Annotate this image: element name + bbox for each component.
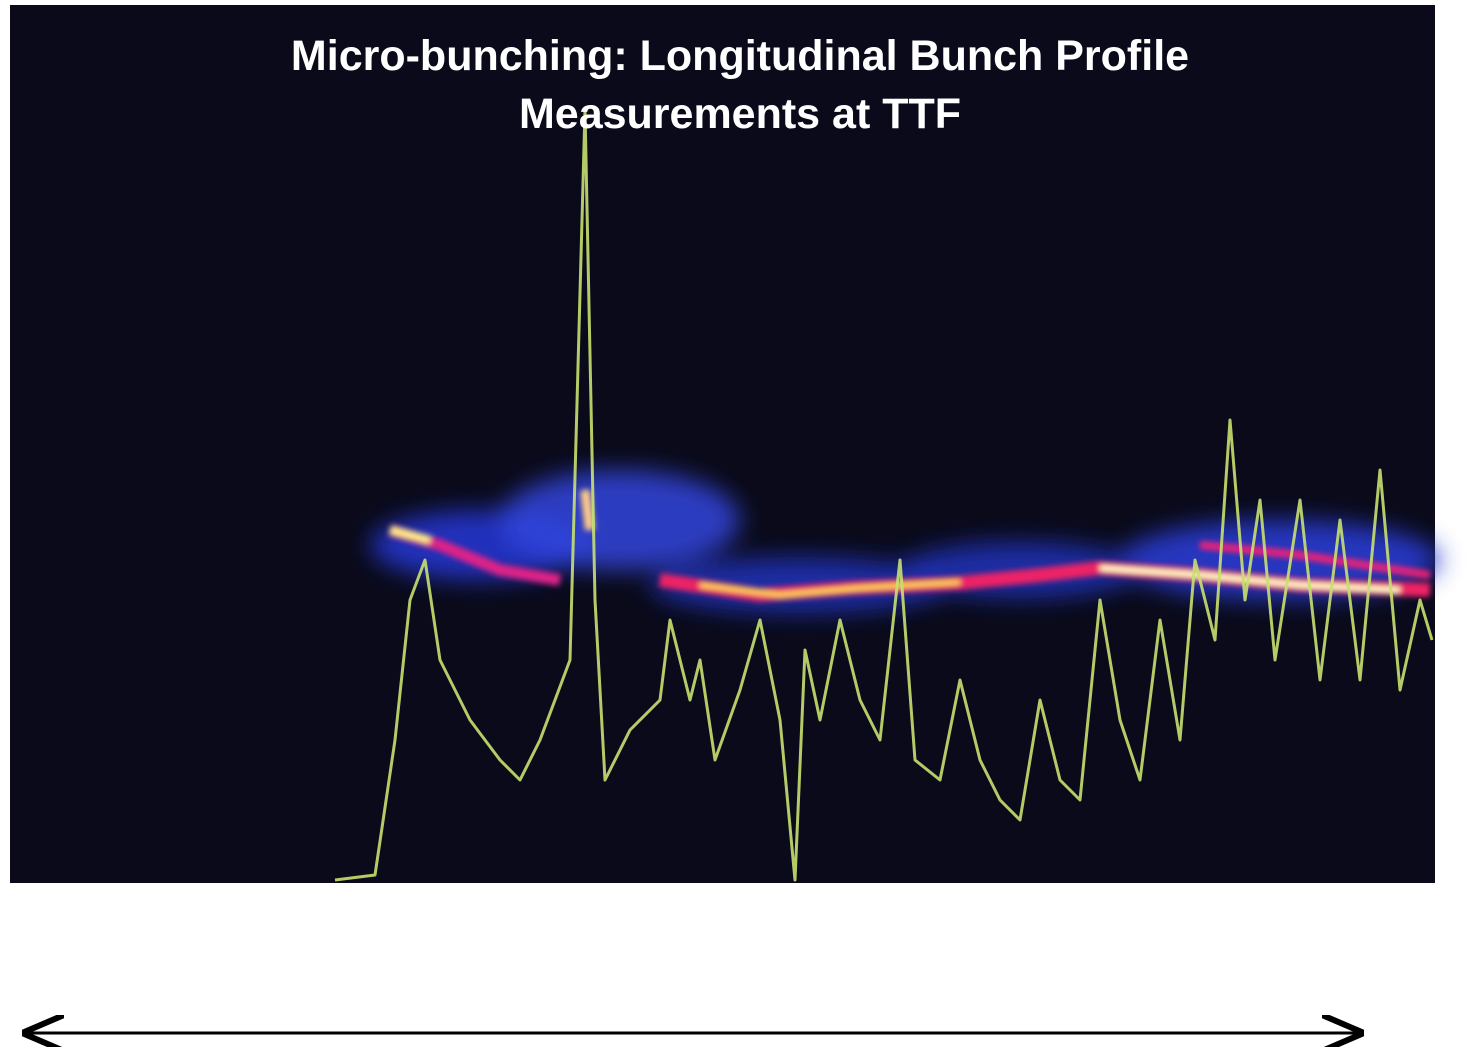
- beam-halo: [370, 470, 1440, 613]
- title-line: Micro-bunching: Longitudinal Bunch Profi…: [291, 32, 1189, 80]
- title-line: Measurements at TTF: [519, 90, 961, 138]
- profile-trace: [334, 108, 1434, 882]
